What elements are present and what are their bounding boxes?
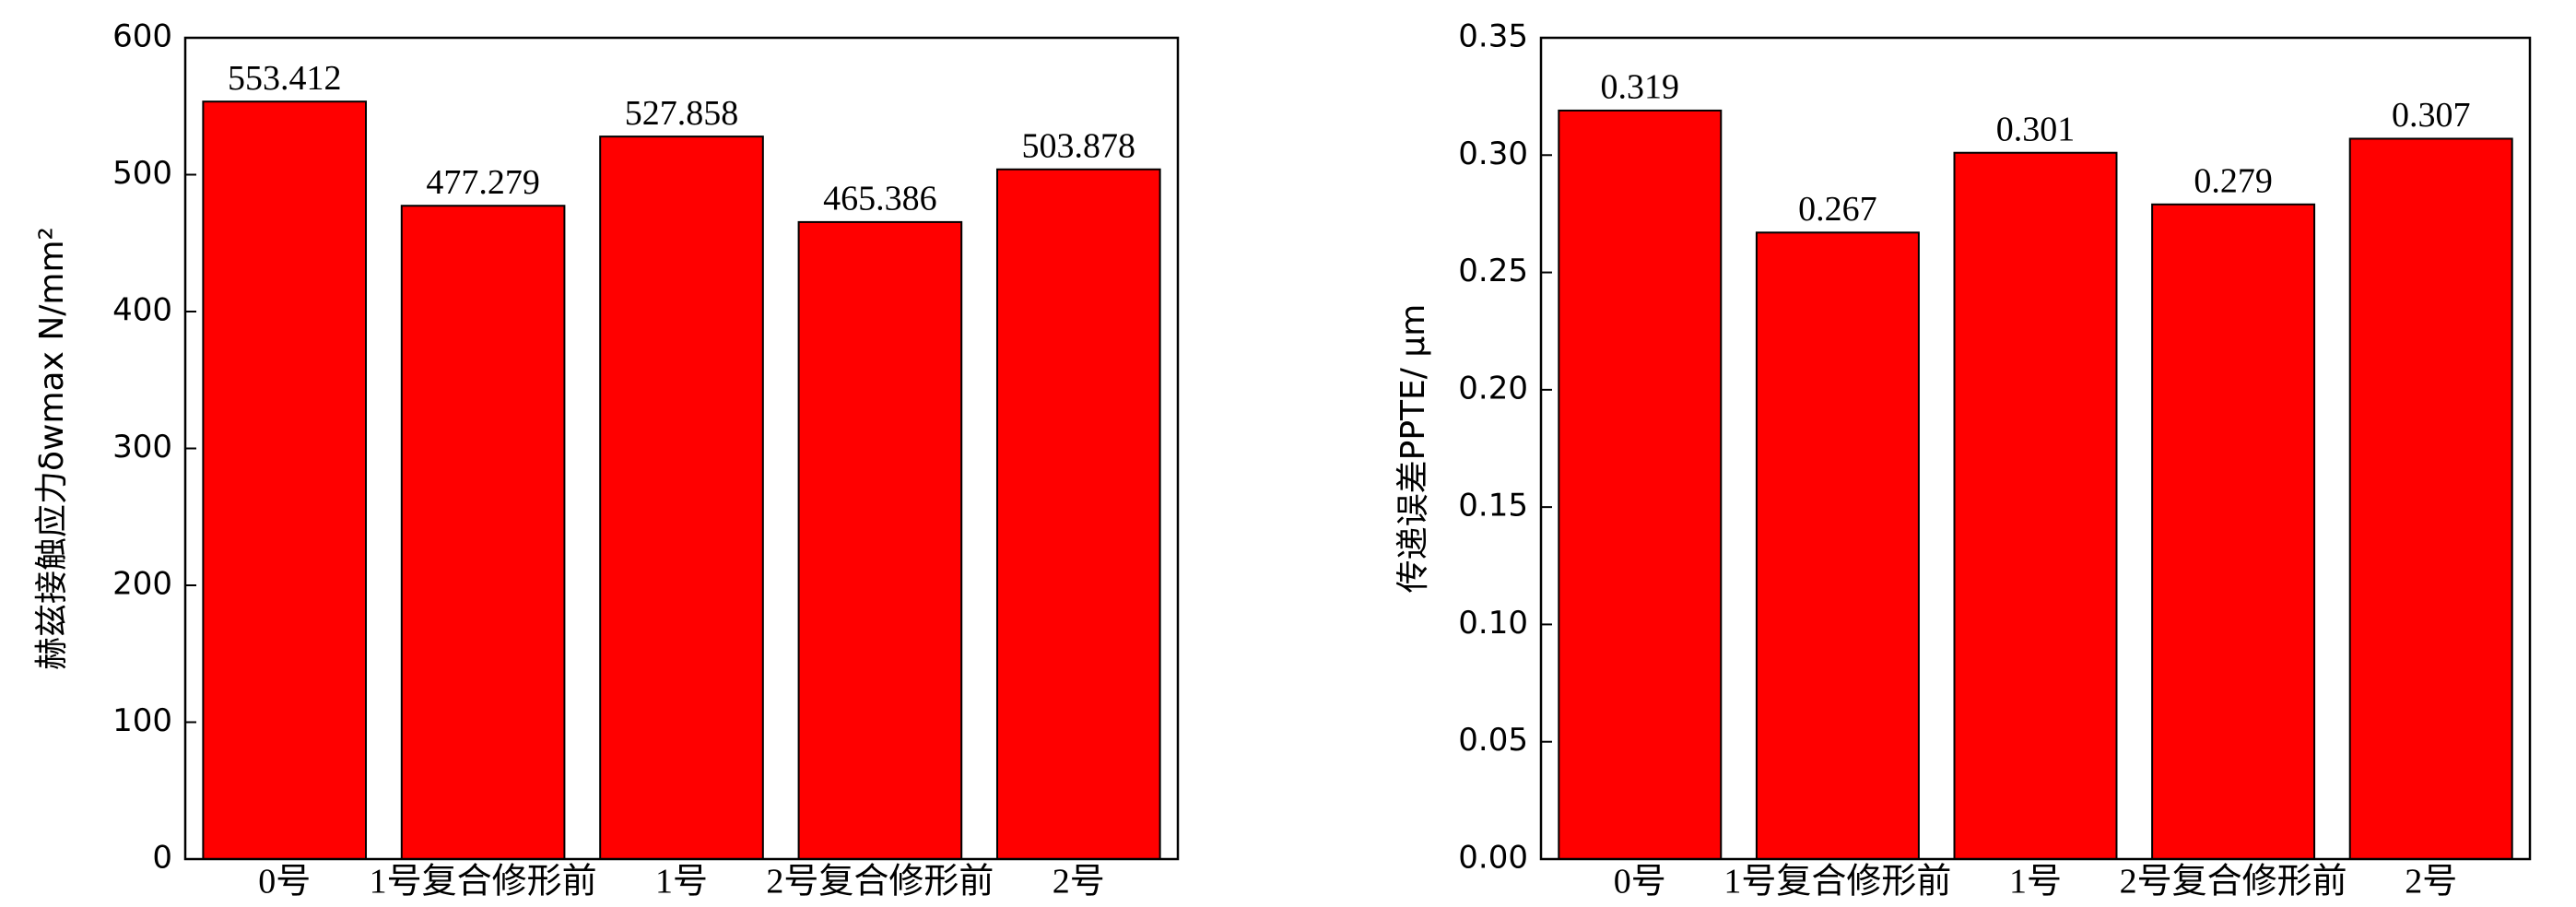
y-axis-label: 赫兹接触应力δwmax N/mm² [33, 227, 71, 670]
value-label: 0.319 [1601, 68, 1680, 107]
bar [995, 168, 1161, 861]
bar [400, 205, 566, 861]
y-tick-label: 200 [112, 566, 172, 603]
value-label: 465.386 [823, 180, 937, 218]
x-tick-label: 1号 [655, 863, 708, 901]
bar [1558, 109, 1723, 861]
value-label: 527.858 [625, 94, 739, 133]
bar [2151, 203, 2316, 860]
y-tick-label: 0.05 [1458, 722, 1528, 759]
plot-frame [1539, 36, 2532, 861]
y-tick-label: 0.35 [1458, 18, 1528, 55]
value-label: 0.279 [2194, 161, 2273, 200]
y-tick-label: 0.10 [1458, 605, 1528, 642]
value-label: 0.307 [2392, 96, 2471, 135]
value-label: 553.412 [228, 59, 342, 98]
bar [797, 220, 963, 860]
x-tick-label: 1号复合修形前 [370, 863, 597, 901]
y-tick-label: 0.20 [1458, 370, 1528, 406]
x-tick-label: 2号 [2405, 863, 2457, 901]
y-tick-label: 0.00 [1458, 840, 1528, 877]
bar [599, 135, 764, 861]
value-label: 503.878 [1022, 126, 1136, 165]
x-tick-label: 1号 [2009, 863, 2062, 901]
y-tick-label: 300 [112, 429, 172, 465]
x-tick-label: 2号复合修形前 [2120, 863, 2347, 901]
value-label: 477.279 [426, 163, 540, 202]
value-label: 0.301 [1996, 110, 2076, 148]
value-label: 0.267 [1798, 190, 1877, 229]
plot-frame [183, 36, 1180, 861]
y-tick-label: 100 [112, 702, 172, 739]
x-tick-label: 0号 [1614, 863, 1666, 901]
x-tick-label: 0号 [258, 863, 311, 901]
x-tick-label: 1号复合修形前 [1723, 863, 1951, 901]
bar [1953, 151, 2118, 861]
y-tick-label: 400 [112, 292, 172, 329]
y-tick-label: 0.30 [1458, 135, 1528, 172]
x-tick-label: 2号复合修形前 [766, 863, 994, 901]
y-axis-label: 传递误差PPTE/ μm [1394, 304, 1432, 594]
bar [2348, 137, 2513, 861]
x-tick-label: 2号 [1053, 863, 1105, 901]
y-tick-label: 0.15 [1458, 488, 1528, 524]
bar [202, 100, 368, 861]
y-tick-label: 500 [112, 155, 172, 192]
bar [1755, 231, 1920, 860]
y-tick-label: 0.25 [1458, 253, 1528, 289]
y-tick-label: 600 [112, 18, 172, 55]
y-tick-label: 0 [152, 840, 172, 877]
